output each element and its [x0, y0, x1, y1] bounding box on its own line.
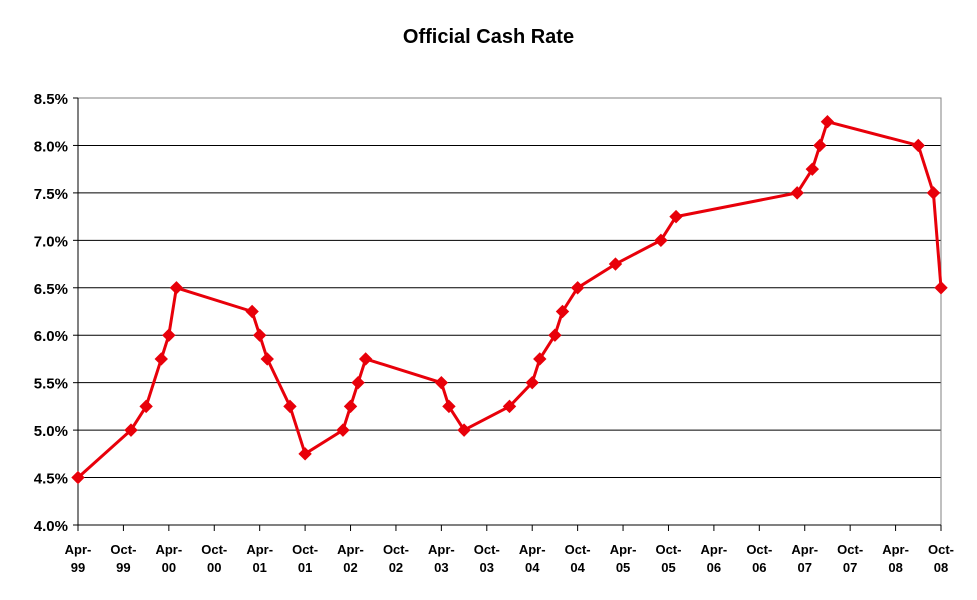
data-point: [805, 162, 820, 176]
data-point: [139, 399, 153, 414]
data-point: [154, 352, 168, 366]
data-point: [790, 186, 804, 200]
x-tick-label: Oct-03: [474, 542, 500, 575]
y-tick-label: 4.5%: [34, 471, 68, 488]
series-line: [76, 120, 943, 479]
y-tick-label: 5.5%: [34, 376, 68, 393]
data-point: [169, 281, 184, 295]
x-tick-label: Oct-02: [383, 542, 409, 575]
x-tick-label: Oct-05: [655, 542, 681, 575]
data-point: [608, 257, 623, 271]
axes: [73, 97, 942, 531]
x-tick-label: Apr-04: [519, 542, 546, 575]
x-tick-label: Oct-00: [201, 542, 227, 575]
data-point: [548, 328, 562, 342]
data-point: [555, 304, 570, 319]
data-point: [502, 399, 517, 414]
x-tick-label: Apr-00: [155, 542, 182, 575]
x-tick-label: Oct-99: [110, 542, 136, 575]
data-point: [570, 281, 585, 295]
data-point: [457, 423, 471, 437]
data-point: [162, 328, 176, 342]
y-tick-label: 7.0%: [34, 233, 68, 250]
data-point: [654, 233, 668, 248]
data-point: [358, 352, 373, 366]
data-point: [442, 399, 456, 414]
x-tick-label: Oct-01: [292, 542, 318, 575]
y-tick-label: 7.5%: [34, 186, 68, 203]
x-tick-label: Oct-08: [928, 542, 954, 575]
x-tick-label: Apr-01: [246, 542, 273, 575]
data-point: [820, 115, 835, 129]
data-point: [343, 399, 358, 414]
gridlines: [78, 144, 941, 479]
data-point: [124, 423, 138, 437]
data-point: [336, 423, 350, 437]
data-point: [934, 281, 948, 295]
x-tick-label: Apr-07: [791, 542, 818, 575]
y-axis-tick-labels: 4.0% 4.5% 5.0% 5.5% 6.0% 6.5% 7.0% 7.5% 8.0% 8.5%: [34, 91, 68, 535]
x-tick-label: Apr-03: [428, 542, 455, 575]
data-point: [911, 138, 925, 153]
data-point: [245, 304, 259, 319]
y-tick-label: 5.0%: [34, 423, 68, 440]
data-point: [926, 186, 941, 200]
plot-area-frame: [77, 97, 942, 526]
y-tick-label: 4.0%: [34, 518, 68, 535]
y-tick-label: 8.5%: [34, 91, 68, 108]
x-tick-label: Oct-04: [565, 542, 591, 575]
x-tick-label: Oct-06: [746, 542, 772, 575]
x-tick-label: Apr-06: [701, 542, 728, 575]
data-point: [351, 375, 365, 390]
x-tick-label: Apr-05: [610, 542, 637, 575]
y-tick-label: 6.5%: [34, 281, 68, 298]
x-axis-tick-labels: Apr-99 Oct-99 Apr-00 Oct-00 Apr-01 Oct-01 Apr-…: [65, 542, 954, 575]
data-point: [533, 352, 547, 366]
data-point: [434, 375, 449, 390]
y-tick-label: 6.0%: [34, 328, 68, 345]
series-polyline: [76, 120, 943, 479]
data-point: [813, 138, 827, 153]
x-tick-label: Oct-07: [837, 542, 863, 575]
data-point: [525, 375, 539, 390]
chart-title: Official Cash Rate: [402, 26, 575, 48]
data-point: [298, 447, 312, 461]
x-tick-label: Apr-99: [65, 542, 92, 575]
y-tick-label: 8.0%: [34, 138, 68, 155]
data-point: [283, 399, 297, 414]
data-point: [71, 470, 85, 485]
data-point: [260, 352, 274, 366]
data-point: [252, 328, 267, 342]
series-markers: [71, 115, 948, 485]
data-point: [669, 209, 683, 224]
x-tick-label: Apr-08: [882, 542, 909, 575]
x-tick-label: Apr-02: [337, 542, 364, 575]
